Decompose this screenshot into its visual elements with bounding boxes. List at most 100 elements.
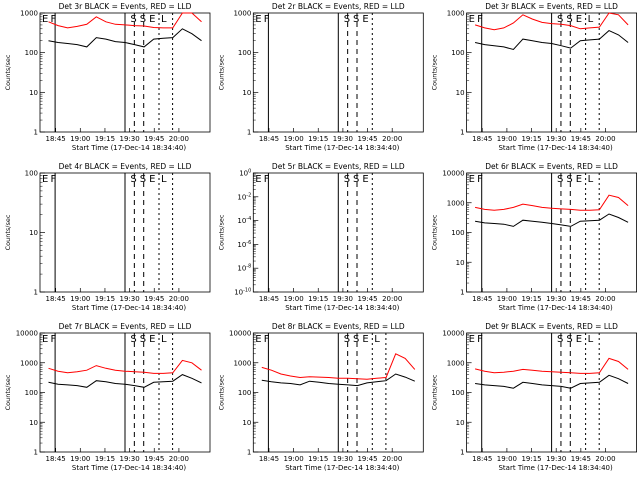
event-label: E: [42, 174, 48, 185]
x-tick-label: 19:45: [144, 295, 164, 303]
event-label: S: [566, 14, 572, 25]
x-tick-label: 19:00: [284, 135, 304, 143]
event-label: F: [51, 14, 57, 25]
series-line: [48, 28, 202, 48]
event-label: L: [161, 14, 167, 25]
x-tick-label: 20:00: [595, 135, 615, 143]
event-label: L: [161, 174, 167, 185]
event-label: L: [161, 334, 167, 345]
event-label: L: [588, 174, 594, 185]
event-label: S: [353, 334, 359, 345]
chart-panel-5: Det 5r BLACK = Events, RED = LLD 10-10 10-…: [217, 162, 424, 312]
x-axis-label: Start Time (17-Dec-14 18:34:40): [285, 464, 399, 472]
x-tick-label: 19:45: [571, 455, 591, 463]
y-axis-label: Counts/sec: [431, 374, 439, 410]
y-tick-label: 100: [451, 229, 464, 237]
x-tick-label: 20:00: [382, 455, 402, 463]
series-line: [475, 374, 629, 389]
y-axis-label: Counts/sec: [431, 54, 439, 90]
x-tick-label: 19:00: [70, 455, 90, 463]
x-axis-label: Start Time (17-Dec-14 18:34:40): [72, 304, 186, 312]
x-tick-label: 19:15: [521, 295, 541, 303]
event-label: E: [576, 334, 582, 345]
chart-panel-4: Det 4r BLACK = Events, RED = LLD 1 10 100 Co…: [4, 162, 211, 312]
x-tick-label: 19:15: [521, 455, 541, 463]
event-label: S: [140, 334, 146, 345]
event-label: E: [576, 174, 582, 185]
y-tick-label: 10000: [442, 330, 464, 338]
y-tick-label: 100: [238, 389, 251, 397]
event-label: F: [51, 174, 57, 185]
y-tick-label: 1: [247, 129, 251, 137]
y-tick-label: 1: [460, 289, 464, 297]
event-label: S: [566, 334, 572, 345]
chart-title: Det 9r BLACK = Events, RED = LLD: [485, 322, 618, 331]
x-axis-label: Start Time (17-Dec-14 18:34:40): [285, 144, 399, 152]
chart-title: Det 5r BLACK = Events, RED = LLD: [272, 162, 405, 171]
chart-title: Det 7r BLACK = Events, RED = LLD: [59, 322, 192, 331]
y-axis-label: Counts/sec: [217, 54, 225, 90]
x-tick-label: 19:15: [95, 295, 115, 303]
x-tick-label: 20:00: [595, 455, 615, 463]
series-line: [474, 30, 629, 51]
y-tick-label: 1000: [447, 359, 465, 367]
event-label: S: [344, 14, 350, 25]
x-tick-label: 18:45: [472, 295, 492, 303]
event-label: F: [477, 174, 483, 185]
y-tick-label: 10: [29, 229, 38, 237]
y-axis-label: Counts/sec: [217, 214, 225, 250]
event-label: E: [255, 14, 261, 25]
chart-panel-6: Det 6r BLACK = Events, RED = LLD 1 10 100 10…: [431, 162, 638, 312]
event-label: E: [149, 174, 155, 185]
y-tick-label: 10: [29, 419, 38, 427]
series-line: [474, 357, 629, 374]
y-axis-label: Counts/sec: [4, 214, 12, 250]
y-tick-label: 10-2: [237, 192, 251, 201]
y-tick-label: 100: [239, 169, 251, 178]
x-tick-label: 19:45: [144, 135, 164, 143]
x-tick-label: 19:00: [497, 135, 517, 143]
y-tick-label: 1: [34, 289, 38, 297]
y-tick-label: 1000: [233, 359, 251, 367]
x-axis-label: Start Time (17-Dec-14 18:34:40): [498, 304, 612, 312]
event-label: E: [255, 334, 261, 345]
series-line: [474, 12, 629, 31]
chart-title: Det 4r BLACK = Events, RED = LLD: [59, 162, 192, 171]
chart-panel-2: Det 2r BLACK = Events, RED = LLD 1 10 100 10…: [217, 2, 424, 152]
x-tick-label: 20:00: [382, 135, 402, 143]
x-tick-label: 19:15: [308, 295, 328, 303]
event-label: F: [51, 334, 57, 345]
event-label: S: [130, 334, 136, 345]
x-tick-label: 19:45: [571, 295, 591, 303]
event-label: E: [255, 174, 261, 185]
y-tick-label: 1: [34, 129, 38, 137]
y-tick-label: 100: [25, 49, 38, 57]
y-axis-label: Counts/sec: [4, 54, 12, 90]
y-tick-label: 10: [456, 259, 465, 267]
x-tick-label: 19:15: [95, 455, 115, 463]
x-tick-label: 19:30: [546, 455, 566, 463]
x-tick-label: 20:00: [169, 295, 189, 303]
x-tick-label: 19:30: [120, 135, 140, 143]
x-tick-label: 18:45: [472, 135, 492, 143]
series-line: [261, 353, 416, 380]
x-axis-label: Start Time (17-Dec-14 18:34:40): [498, 464, 612, 472]
x-tick-label: 20:00: [169, 455, 189, 463]
event-label: E: [469, 174, 475, 185]
y-tick-label: 100: [25, 170, 38, 178]
series-line: [475, 213, 629, 227]
chart-title: Det 6r BLACK = Events, RED = LLD: [485, 162, 618, 171]
chart-panel-9: Det 9r BLACK = Events, RED = LLD 1 10 100 10…: [431, 322, 638, 472]
event-label: S: [353, 14, 359, 25]
x-axis-label: Start Time (17-Dec-14 18:34:40): [72, 464, 186, 472]
x-tick-label: 20:00: [382, 295, 402, 303]
event-label: S: [557, 174, 563, 185]
x-tick-label: 19:30: [120, 455, 140, 463]
x-tick-label: 19:30: [333, 295, 353, 303]
y-tick-label: 10-8: [237, 264, 251, 273]
chart-title: Det 8r BLACK = Events, RED = LLD: [272, 322, 405, 331]
series-line: [48, 374, 202, 388]
x-axis-label: Start Time (17-Dec-14 18:34:40): [72, 144, 186, 152]
y-tick-label: 10-6: [237, 240, 251, 249]
series-line: [261, 373, 415, 387]
